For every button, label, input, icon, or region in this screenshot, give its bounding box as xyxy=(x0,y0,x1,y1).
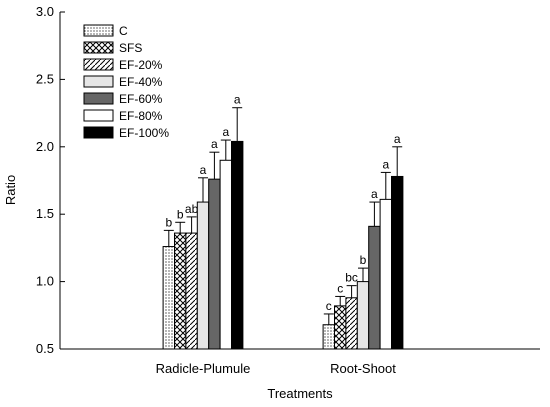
bar xyxy=(391,175,404,350)
significance-label: c xyxy=(337,281,343,295)
bar xyxy=(368,225,381,350)
significance-label: bc xyxy=(345,271,358,285)
significance-label: b xyxy=(360,253,367,267)
legend-label: EF-20% xyxy=(119,58,163,72)
y-tick-label: 1.0 xyxy=(36,274,54,289)
significance-label: a xyxy=(200,163,207,177)
legend: C SFS EF-20% EF-40% EF-60% EF-80% EF-100% xyxy=(83,24,169,140)
y-ticks: 0.5 1.0 1.5 2.0 2.5 3.0 xyxy=(36,4,65,356)
significance-label: b xyxy=(177,207,184,221)
x-tick-label: Root-Shoot xyxy=(330,361,396,376)
legend-swatch xyxy=(83,109,114,122)
y-tick-label: 2.0 xyxy=(36,139,54,154)
bar xyxy=(231,140,244,350)
legend-label: EF-80% xyxy=(119,109,163,123)
bar xyxy=(322,324,336,350)
legend-label: EF-40% xyxy=(119,75,163,89)
significance-label: a xyxy=(234,93,241,107)
y-tick-label: 1.5 xyxy=(36,206,54,221)
bar xyxy=(208,178,221,350)
x-ticks: Radicle-Plumule Root-Shoot xyxy=(156,344,396,376)
bar xyxy=(162,246,176,350)
legend-swatch xyxy=(83,58,114,71)
significance-label: a xyxy=(382,157,389,171)
bar xyxy=(334,305,347,350)
y-tick-label: 0.5 xyxy=(36,341,54,356)
bar xyxy=(356,281,370,350)
y-tick-label: 2.5 xyxy=(36,71,54,86)
axes xyxy=(59,12,540,350)
legend-swatch xyxy=(83,126,114,139)
x-axis-title: Treatments xyxy=(267,386,333,401)
y-axis-title: Ratio xyxy=(3,175,18,205)
significance-label: b xyxy=(165,215,172,229)
legend-swatch xyxy=(83,75,114,88)
legend-swatch xyxy=(83,24,114,37)
x-tick-label: Radicle-Plumule xyxy=(156,361,251,376)
legend-label: C xyxy=(119,24,128,38)
bar xyxy=(185,232,198,350)
bar xyxy=(379,198,393,350)
bar xyxy=(196,201,210,350)
significance-label: a xyxy=(394,132,401,146)
legend-swatch xyxy=(83,41,114,54)
legend-swatch xyxy=(83,92,114,105)
bar xyxy=(174,232,187,350)
legend-label: EF-60% xyxy=(119,92,163,106)
significance-label: a xyxy=(211,137,218,151)
y-tick-label: 3.0 xyxy=(36,4,54,19)
legend-label: EF-100% xyxy=(119,126,169,140)
bar xyxy=(219,159,233,350)
bar xyxy=(345,297,358,350)
significance-label: c xyxy=(326,299,332,313)
significance-label: a xyxy=(222,125,229,139)
significance-label: ab xyxy=(185,202,199,216)
legend-label: SFS xyxy=(119,41,142,55)
significance-label: a xyxy=(371,187,378,201)
